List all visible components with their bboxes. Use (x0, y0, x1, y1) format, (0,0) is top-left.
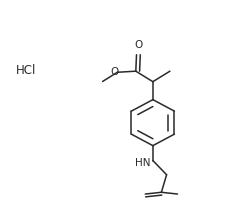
Text: HN: HN (135, 158, 151, 168)
Text: HCl: HCl (16, 64, 36, 77)
Text: O: O (134, 40, 142, 50)
Text: O: O (110, 67, 118, 77)
